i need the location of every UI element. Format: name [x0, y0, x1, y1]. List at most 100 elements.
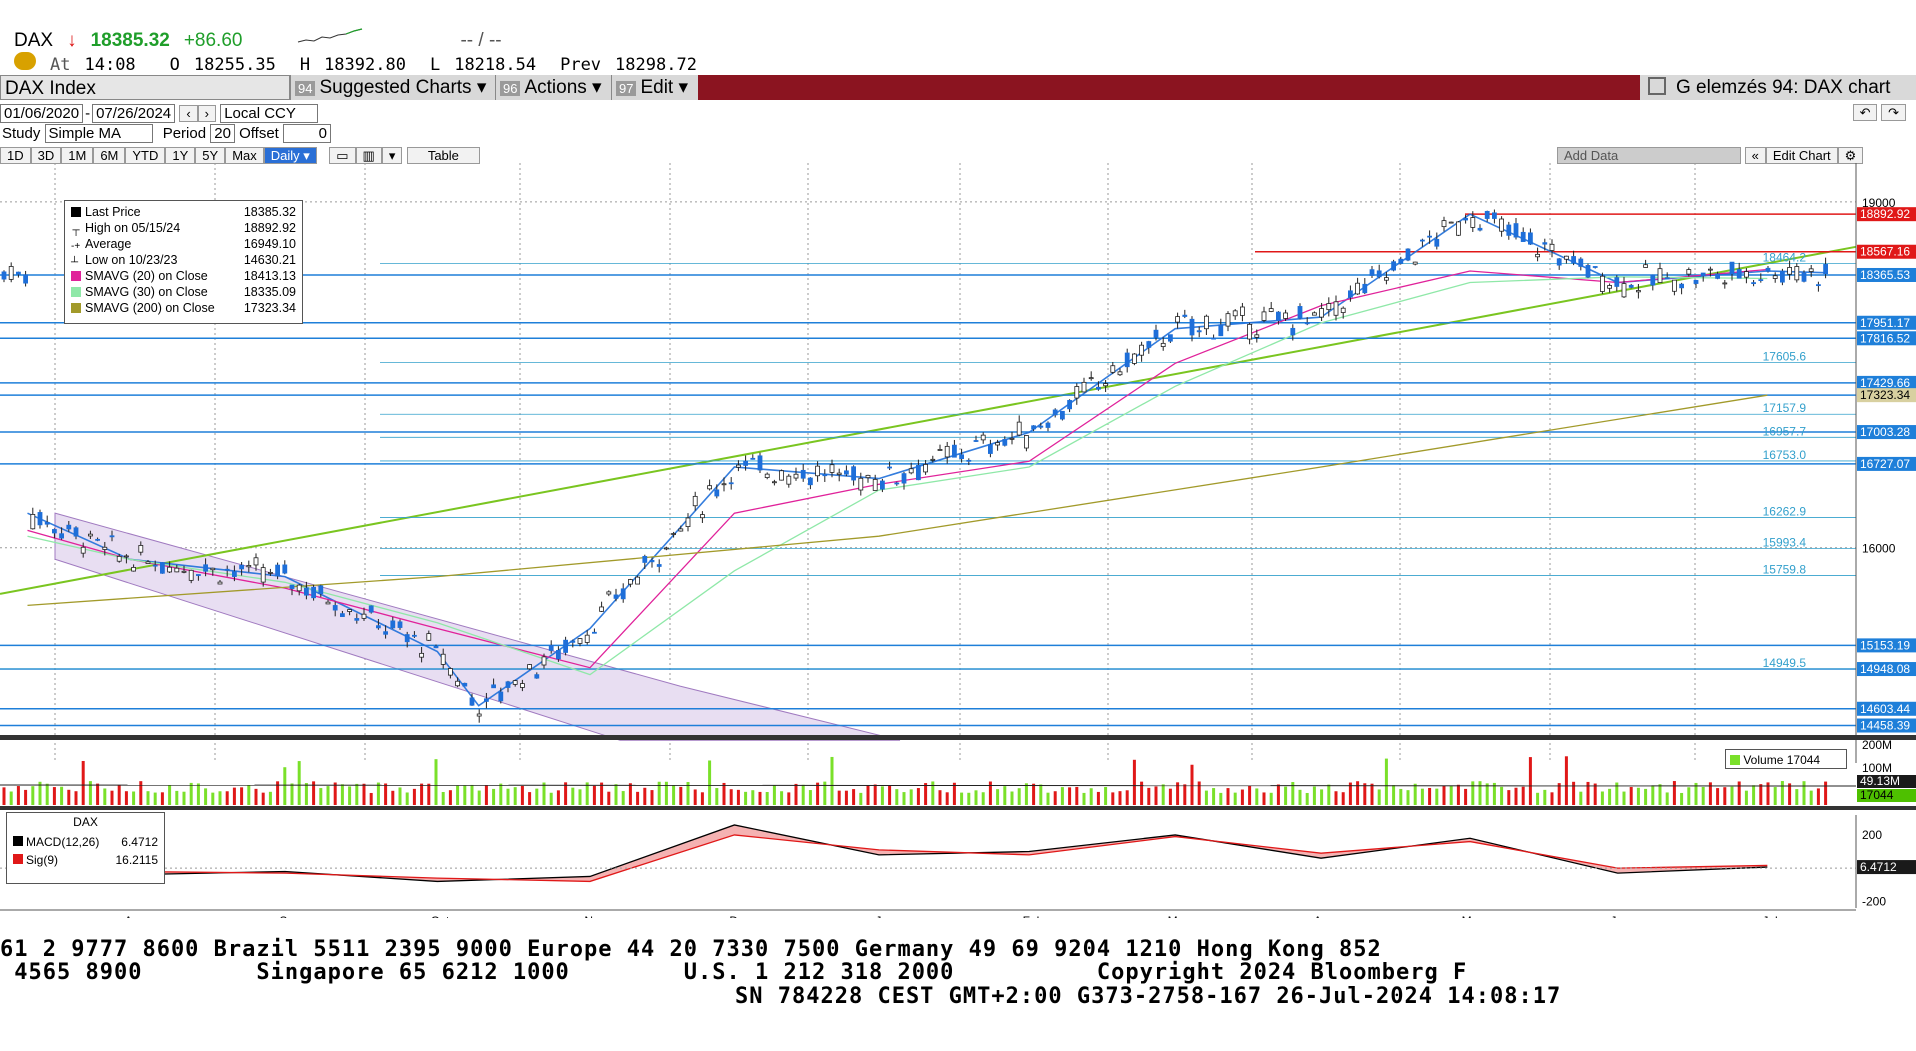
candle-up — [527, 664, 532, 670]
volume-bar — [1132, 759, 1136, 805]
price-level-label: 18567.16 — [1860, 245, 1910, 259]
line-style-icon[interactable]: ▭ — [329, 147, 356, 164]
candle-down — [383, 631, 389, 635]
series-line-smavg-20- — [27, 268, 1768, 669]
range-1d[interactable]: 1D — [0, 147, 31, 164]
candle-up — [736, 464, 741, 468]
volume-bar — [319, 788, 323, 805]
suggested-charts-menu[interactable]: 94 Suggested Charts ▾ — [290, 75, 495, 100]
range-max[interactable]: Max — [225, 147, 264, 164]
candle-down — [1736, 268, 1742, 279]
candle-down — [505, 681, 511, 688]
candle-down — [1168, 334, 1173, 342]
popout-icon[interactable] — [1648, 77, 1666, 95]
volume-bar — [1471, 781, 1475, 805]
candle-down — [37, 512, 43, 526]
candle-down — [469, 697, 475, 706]
candle-down — [231, 571, 237, 577]
macd-legend[interactable]: DAX MACD(12,26) 6.4712 Sig(9) 16.2115 — [6, 812, 165, 884]
volume-bar — [1464, 788, 1468, 805]
legend-sma200: SMAVG (200) on Close 17323.34 — [71, 301, 296, 316]
dropdown-icon[interactable]: ▾ — [381, 147, 403, 164]
volume-bar — [499, 783, 503, 805]
period-input[interactable]: 20 — [210, 124, 235, 143]
candle-up — [260, 567, 266, 583]
undo-icon[interactable]: ↶ — [1852, 104, 1878, 121]
volume-bar — [1348, 782, 1352, 805]
edit-menu[interactable]: 97 Edit ▾ — [611, 75, 698, 100]
volume-bar — [117, 785, 121, 805]
offset-input[interactable]: 0 — [283, 124, 332, 143]
candle-up — [1672, 279, 1677, 292]
chart-settings-icon[interactable]: ⚙ — [1837, 147, 1864, 164]
candle-down — [1405, 248, 1411, 261]
candle-up — [1312, 312, 1317, 316]
start-date-input[interactable]: 01/06/2020 — [0, 104, 84, 123]
candle-down — [1427, 235, 1432, 238]
chart-legend[interactable]: Last Price 18385.32 ┬ High on 05/15/24 1889… — [64, 200, 303, 324]
candle-up — [872, 479, 878, 491]
volume-bar — [326, 786, 330, 805]
candle-down — [1348, 290, 1353, 298]
x-tick-label: Sep — [279, 914, 301, 918]
volume-bar — [96, 783, 100, 805]
redo-icon[interactable]: ↷ — [1881, 104, 1906, 121]
volume-bar — [1276, 784, 1280, 805]
chart-type-icon[interactable]: ▥ — [355, 147, 382, 164]
volume-bar — [600, 782, 604, 805]
volume-bar — [1795, 789, 1799, 805]
volume-bar — [2, 787, 6, 805]
end-date-input[interactable]: 07/26/2024 — [92, 104, 176, 123]
frequency-select[interactable]: Daily ▾ — [263, 147, 317, 164]
volume-bar — [88, 781, 92, 805]
collapse-icon[interactable]: « — [1744, 147, 1766, 164]
date-controls: 01/06/2020-07/26/2024 ‹ › Local CCY — [0, 104, 319, 123]
volume-legend[interactable]: Volume 17044 — [1725, 749, 1847, 769]
next-arrow-icon[interactable]: › — [197, 105, 217, 122]
range-3d[interactable]: 3D — [30, 147, 62, 164]
volume-bar — [312, 781, 316, 805]
range-1m[interactable]: 1M — [61, 147, 94, 164]
table-button[interactable]: Table — [406, 147, 480, 164]
range-ytd[interactable]: YTD — [125, 147, 166, 164]
currency-select[interactable]: Local CCY — [220, 104, 319, 123]
volume-label: Volume — [1743, 753, 1784, 767]
candle-down — [433, 645, 439, 649]
volume-bar — [866, 785, 870, 805]
edit-chart-button[interactable]: Edit Chart — [1765, 147, 1838, 164]
candle-up — [1657, 268, 1663, 283]
candle-up — [1081, 381, 1087, 393]
x-tick-label: Jul — [1762, 914, 1777, 918]
volume-bar — [1269, 792, 1273, 805]
security-field[interactable]: DAX Index — [0, 75, 290, 100]
candle-down — [1060, 410, 1065, 420]
ticker[interactable]: DAX — [14, 30, 54, 51]
volume-bar — [189, 782, 193, 805]
candle-down — [109, 535, 115, 538]
range-1y[interactable]: 1Y — [165, 147, 196, 164]
volume-bar — [1046, 792, 1050, 805]
volume-bar — [722, 782, 726, 805]
price-level-box — [1857, 315, 1916, 330]
candle-down — [159, 562, 165, 574]
low-value: 18218.54 — [454, 55, 537, 75]
clock-icon[interactable] — [14, 52, 36, 70]
add-data-input[interactable]: Add Data — [1557, 147, 1741, 164]
volume-bar — [196, 783, 200, 805]
volume-bar — [448, 790, 452, 805]
candle-down — [1679, 283, 1684, 289]
prev-arrow-icon[interactable]: ‹ — [179, 105, 198, 122]
price-chart[interactable]: 18892.92 18567.16 18365.53 17951.1717816.52… — [0, 163, 1916, 918]
range-6m[interactable]: 6M — [93, 147, 126, 164]
volume-bar — [434, 759, 438, 805]
candle-down — [318, 585, 324, 595]
volume-bar — [585, 782, 589, 805]
range-5y[interactable]: 5Y — [195, 147, 226, 164]
down-arrow-icon: ↓ — [67, 30, 77, 51]
study-select[interactable]: Simple MA — [44, 124, 153, 143]
volume-bar — [1528, 757, 1532, 805]
candlesticks — [1, 209, 1828, 723]
actions-menu[interactable]: 96 Actions ▾ — [495, 75, 611, 100]
candle-up — [1110, 365, 1116, 373]
candle-down — [354, 618, 360, 621]
